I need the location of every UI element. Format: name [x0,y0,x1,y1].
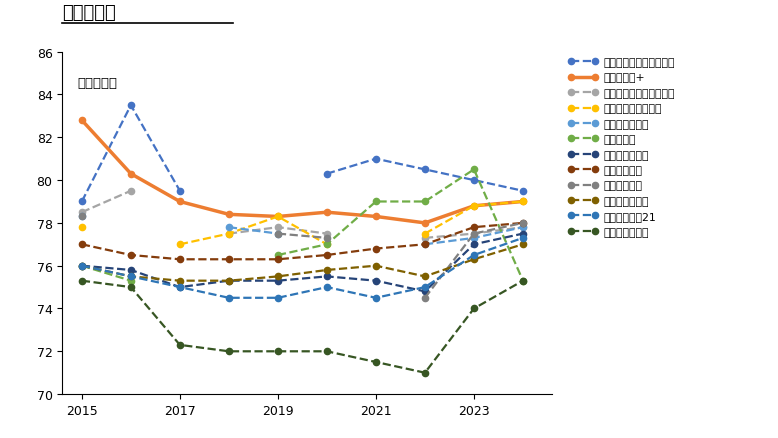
Legend: 住友林業ホームサービス, 野村の仲介+, 三井住友トラスト不動産, 大成有楽不動産販売, 大京穴吹不動産, 近鉄の仲介, 三井のリハウス, 東急リバブル, 長谷: 住友林業ホームサービス, 野村の仲介+, 三井住友トラスト不動産, 大成有楽不動… [568,58,675,237]
Text: マンション: マンション [62,4,116,22]
Text: 顧客満足度: 顧客満足度 [77,77,117,89]
